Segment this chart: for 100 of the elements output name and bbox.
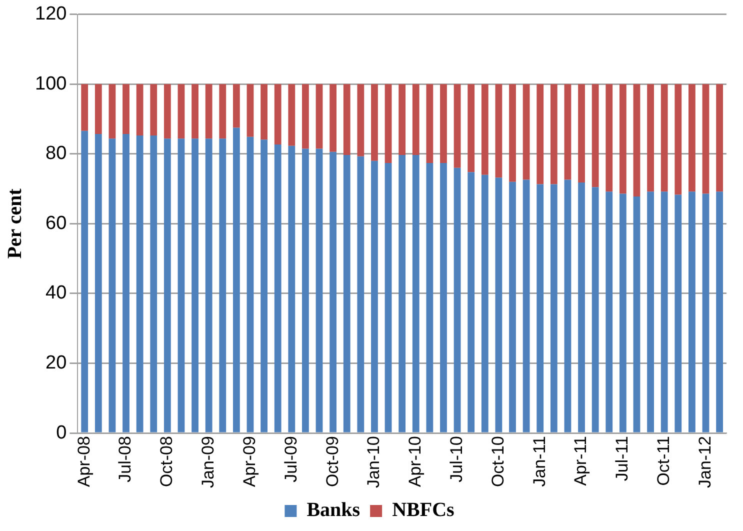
bar: [398, 84, 406, 155]
x-tick-label: Jul-09: [281, 436, 300, 482]
bar: [716, 84, 724, 192]
x-tick-label: Apr-09: [240, 436, 259, 488]
bar: [468, 84, 475, 172]
bar: [633, 84, 640, 196]
x-tick-label: Oct-08: [157, 436, 176, 488]
bar: [81, 130, 88, 432]
bar: [330, 152, 337, 432]
x-tick-label: Jan-09: [198, 436, 218, 488]
bar: [94, 134, 102, 432]
bar: [178, 138, 185, 432]
bar: [260, 84, 268, 140]
bar: [274, 84, 282, 145]
bar: [150, 84, 158, 136]
x-tick-label: Apr-10: [406, 436, 425, 488]
bar: [660, 192, 668, 432]
y-tick-label: 80: [46, 143, 67, 164]
bar: [536, 184, 544, 432]
bar: [398, 154, 406, 432]
bar: [578, 182, 585, 432]
bar: [606, 192, 613, 432]
bar: [122, 84, 130, 134]
bar: [246, 84, 254, 137]
bar: [550, 184, 558, 432]
y-tick-label: 40: [46, 282, 67, 304]
x-tick-label: Jan-10: [364, 436, 384, 488]
bar: [343, 154, 350, 432]
bar: [219, 84, 226, 139]
bar: [343, 84, 350, 155]
x-tick-label: Oct-11: [654, 436, 674, 486]
bar: [536, 84, 544, 184]
bar: [150, 135, 158, 432]
legend-label: Banks: [306, 499, 360, 522]
x-tick-label: Jul-10: [446, 436, 466, 482]
bar: [481, 174, 488, 432]
bar: [564, 180, 572, 432]
bar: [592, 187, 599, 432]
bar: [136, 135, 144, 432]
x-tick-label: Apr-08: [74, 436, 94, 488]
bar: [509, 182, 516, 432]
bar: [564, 84, 572, 180]
bar: [412, 154, 420, 432]
bar: [440, 84, 447, 164]
bar: [426, 163, 434, 432]
bar: [178, 84, 185, 139]
y-tick-label: 120: [35, 4, 67, 25]
bar: [384, 163, 392, 432]
bar: [192, 84, 198, 139]
bar: [660, 84, 668, 192]
bar: [495, 84, 502, 178]
y-tick-label: 60: [46, 212, 67, 234]
bar: [606, 84, 613, 192]
bar: [647, 84, 654, 192]
bar: [192, 138, 198, 432]
bar: [454, 168, 461, 432]
bar: [316, 84, 323, 149]
bar: [122, 134, 130, 432]
bar: [108, 138, 116, 432]
bar: [688, 192, 696, 432]
bar: [592, 84, 599, 188]
bar: [357, 156, 364, 432]
bar: [205, 138, 212, 432]
bar: [522, 84, 530, 180]
bar: [316, 148, 323, 432]
bar: [619, 84, 626, 194]
bar: [164, 138, 171, 432]
bar: [260, 140, 268, 432]
bar: [440, 163, 447, 432]
y-tick-label: 100: [35, 73, 67, 94]
bar: [454, 84, 461, 168]
bar: [702, 194, 710, 432]
bar: [509, 84, 516, 182]
x-tick-label: Apr-11: [571, 436, 590, 486]
x-tick-label: Jul-11: [612, 436, 632, 482]
y-axis-title: Per cent: [4, 188, 26, 259]
bar: [384, 84, 392, 164]
bar: [633, 196, 640, 432]
bar: [205, 84, 212, 139]
bar: [674, 194, 682, 432]
bar: [371, 84, 378, 161]
bar: [495, 178, 502, 432]
bar: [136, 84, 144, 136]
bar: [481, 84, 488, 175]
x-tick-label: Jan-12: [695, 436, 714, 488]
bar: [702, 84, 710, 194]
bar: [688, 84, 696, 192]
x-tick-label: Oct-10: [488, 436, 508, 488]
bar: [426, 84, 434, 164]
bar: [288, 84, 296, 146]
x-tick-label: Jan-11: [530, 436, 549, 487]
bar: [164, 84, 171, 139]
bar: [371, 160, 378, 432]
bar: [619, 194, 626, 432]
y-tick-label: 0: [56, 422, 67, 444]
bar: [108, 84, 116, 139]
bar: [219, 138, 226, 432]
bar: [302, 84, 309, 149]
bar: [522, 180, 530, 432]
bar: [412, 84, 420, 155]
